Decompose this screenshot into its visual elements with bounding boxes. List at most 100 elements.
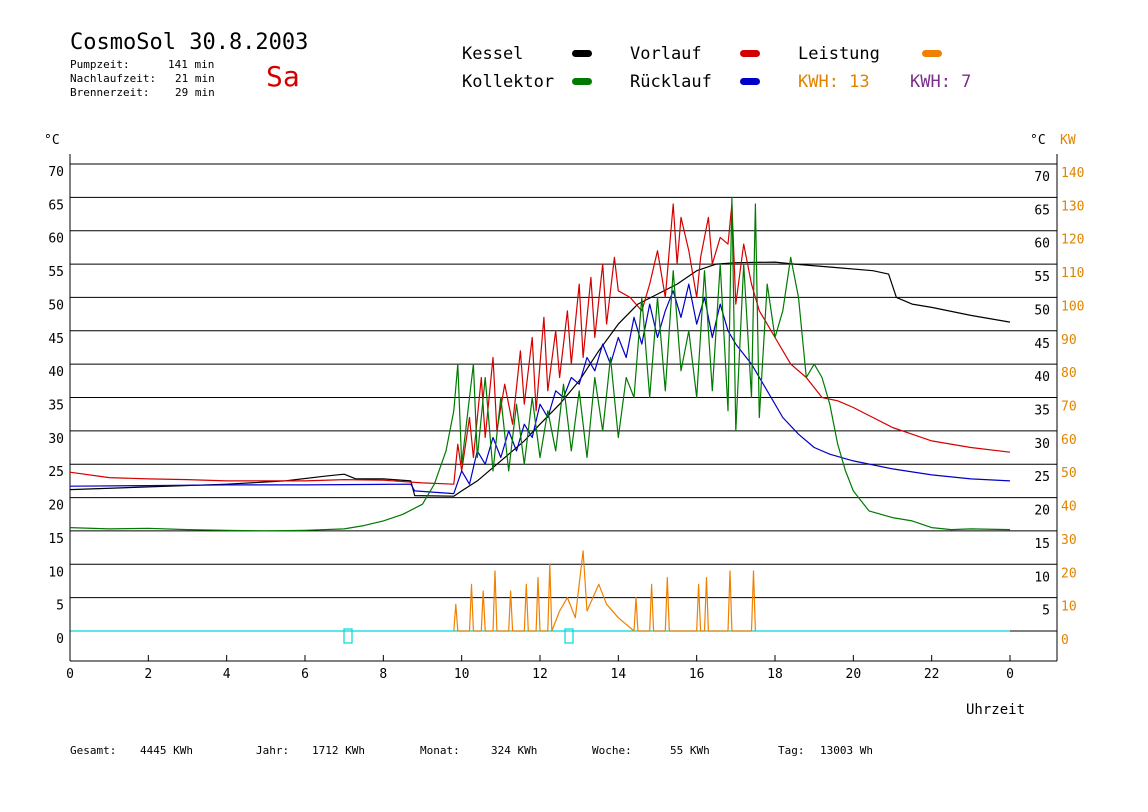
footer-tag-label: Tag: bbox=[778, 744, 805, 757]
chart-series bbox=[69, 196, 1011, 632]
chart-ticks: 0 2 4 6 8 10 12 14 16 18 20 22 005101520253035404550… bbox=[48, 165, 1084, 682]
series-line-vorlauf bbox=[69, 203, 1011, 485]
y-tick-label-right-c: 35 bbox=[1034, 404, 1050, 419]
legend-kessel-label: Kessel bbox=[462, 44, 524, 64]
footer-woche-label: Woche: bbox=[592, 744, 632, 757]
series-line-leistung bbox=[453, 550, 756, 632]
y-tick-label-right-kw: 50 bbox=[1061, 466, 1077, 481]
y-tick-label-left: 35 bbox=[48, 399, 64, 414]
footer-jahr-value: 1712 KWh bbox=[312, 744, 365, 757]
x-axis-label: Uhrzeit bbox=[966, 702, 1025, 718]
y-tick-label-right-kw: 20 bbox=[1061, 566, 1077, 581]
footer-gesamt-value: 4445 KWh bbox=[140, 744, 193, 757]
y-tick-label-left: 60 bbox=[48, 232, 64, 247]
y-tick-label-right-kw: 60 bbox=[1061, 433, 1077, 448]
y-tick-label-right-c: 5 bbox=[1042, 604, 1050, 619]
y-axis-label-right-kw: KW bbox=[1060, 133, 1076, 148]
y-axis-label-right-c: °C bbox=[1030, 133, 1046, 148]
x-tick-label: 6 bbox=[301, 667, 309, 682]
legend-vorlauf-swatch bbox=[740, 50, 760, 57]
legend-leistung-swatch bbox=[922, 50, 942, 57]
x-tick-label: 12 bbox=[532, 667, 548, 682]
y-tick-label-right-kw: 80 bbox=[1061, 366, 1077, 381]
legend-ruecklauf-swatch bbox=[740, 78, 760, 85]
footer-jahr-label: Jahr: bbox=[256, 744, 290, 757]
y-tick-label-right-kw: 110 bbox=[1061, 266, 1084, 281]
legend-ruecklauf-label: Rücklauf bbox=[630, 72, 712, 92]
marker-box bbox=[564, 628, 574, 644]
y-tick-label-left: 65 bbox=[48, 198, 64, 213]
y-tick-label-right-kw: 10 bbox=[1061, 600, 1077, 615]
marker-box bbox=[343, 628, 353, 644]
x-tick-label: 22 bbox=[924, 667, 940, 682]
temperature-chart: 0 2 4 6 8 10 12 14 16 18 20 22 005101520253035404550… bbox=[44, 133, 1084, 718]
x-tick-label: 16 bbox=[689, 667, 705, 682]
x-tick-label: 18 bbox=[767, 667, 783, 682]
footer-tag-value: 13003 Wh bbox=[820, 744, 873, 757]
legend-kessel-swatch bbox=[572, 50, 592, 57]
y-tick-label-right-c: 30 bbox=[1034, 437, 1050, 452]
footer-monat-value: 324 KWh bbox=[491, 744, 538, 757]
series-line-ruecklauf bbox=[69, 283, 1011, 495]
y-tick-label-right-kw: 100 bbox=[1061, 299, 1084, 314]
y-tick-label-left: 55 bbox=[48, 265, 64, 280]
y-tick-label-right-kw: 130 bbox=[1061, 199, 1084, 214]
y-tick-label-right-c: 60 bbox=[1034, 237, 1050, 252]
chart-axes bbox=[69, 154, 1058, 662]
y-tick-label-right-kw: 90 bbox=[1061, 333, 1077, 348]
y-tick-label-right-c: 40 bbox=[1034, 370, 1050, 385]
legend-vorlauf-label: Vorlauf bbox=[630, 44, 702, 64]
y-tick-label-right-c: 70 bbox=[1034, 170, 1050, 185]
y-tick-label-left: 40 bbox=[48, 365, 64, 380]
x-tick-label: 8 bbox=[379, 667, 387, 682]
y-tick-label-right-kw: 40 bbox=[1061, 500, 1077, 515]
y-tick-label-left: 50 bbox=[48, 298, 64, 313]
x-tick-label: 20 bbox=[846, 667, 862, 682]
y-tick-label-right-kw: 70 bbox=[1061, 400, 1077, 415]
y-tick-label-right-c: 65 bbox=[1034, 203, 1050, 218]
y-tick-label-right-kw: 140 bbox=[1061, 166, 1084, 181]
y-tick-label-right-kw: 0 bbox=[1061, 633, 1069, 648]
y-tick-label-right-kw: 120 bbox=[1061, 233, 1084, 248]
y-tick-label-right-c: 45 bbox=[1034, 337, 1050, 352]
stat-value-pumpzeit: 141 min bbox=[168, 58, 215, 71]
footer-gesamt-label: Gesamt: bbox=[70, 744, 117, 757]
legend-kwh-purple: KWH: 7 bbox=[910, 72, 972, 92]
series-line-kessel bbox=[69, 261, 1011, 497]
x-tick-label: 0 bbox=[66, 667, 74, 682]
legend-kwh-orange: KWH: 13 bbox=[798, 72, 870, 92]
x-tick-label: 10 bbox=[454, 667, 470, 682]
stat-label-brennerzeit: Brennerzeit: bbox=[70, 86, 150, 99]
y-tick-label-left: 25 bbox=[48, 465, 64, 480]
y-tick-label-left: 70 bbox=[48, 165, 64, 180]
y-tick-label-left: 5 bbox=[56, 599, 64, 614]
y-axis-label-left: °C bbox=[44, 133, 60, 148]
footer-monat-label: Monat: bbox=[420, 744, 460, 757]
stat-value-nachlaufzeit: 21 min bbox=[175, 72, 215, 85]
x-tick-label: 0 bbox=[1006, 667, 1014, 682]
stat-value-brennerzeit: 29 min bbox=[175, 86, 215, 99]
y-tick-label-right-c: 10 bbox=[1034, 570, 1050, 585]
chart-title: CosmoSol 30.8.2003 bbox=[70, 30, 309, 55]
footer-woche-value: 55 KWh bbox=[670, 744, 710, 757]
y-tick-label-right-c: 20 bbox=[1034, 504, 1050, 519]
y-tick-label-left: 15 bbox=[48, 532, 64, 547]
legend-leistung-label: Leistung bbox=[798, 44, 880, 64]
y-tick-label-left: 0 bbox=[56, 632, 64, 647]
chart-grid bbox=[70, 163, 1057, 644]
series-line-kollektor bbox=[69, 196, 1011, 532]
y-tick-label-right-c: 55 bbox=[1034, 270, 1050, 285]
legend-kollektor-label: Kollektor bbox=[462, 72, 555, 92]
y-tick-label-right-kw: 30 bbox=[1061, 533, 1077, 548]
weekday-label: Sa bbox=[266, 60, 300, 93]
y-tick-label-left: 30 bbox=[48, 432, 64, 447]
y-tick-label-right-c: 50 bbox=[1034, 303, 1050, 318]
y-tick-label-right-c: 25 bbox=[1034, 470, 1050, 485]
stat-label-nachlaufzeit: Nachlaufzeit: bbox=[70, 72, 157, 85]
y-tick-label-left: 10 bbox=[48, 565, 64, 580]
y-tick-label-left: 45 bbox=[48, 332, 64, 347]
legend-kollektor-swatch bbox=[572, 78, 592, 85]
stat-label-pumpzeit: Pumpzeit: bbox=[70, 58, 130, 71]
x-tick-label: 4 bbox=[223, 667, 231, 682]
y-tick-label-right-c: 15 bbox=[1034, 537, 1050, 552]
